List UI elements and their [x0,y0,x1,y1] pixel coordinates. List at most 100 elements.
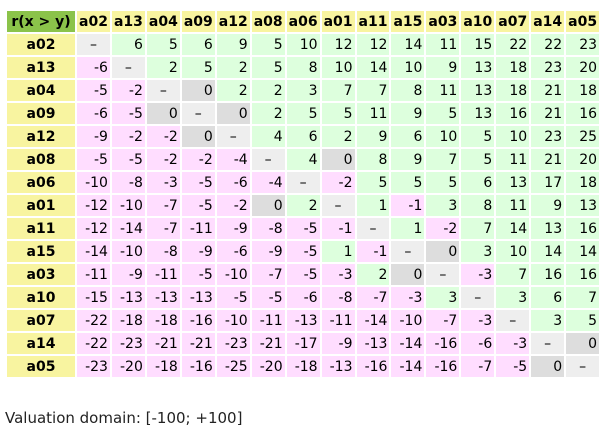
table-cell: -15 [77,287,110,308]
table-cell: -8 [146,241,180,262]
table-cell: -2 [111,126,145,147]
table-cell: 22 [531,34,565,55]
table-cell: -16 [181,310,215,331]
table-cell: -9 [216,218,250,239]
table-cell: 20 [566,57,600,78]
table-cell: 9 [391,103,425,124]
table-cell: -9 [77,126,110,147]
table-cell: -7 [426,310,460,331]
column-header: a11 [356,11,390,32]
table-cell: -7 [356,287,390,308]
table-cell: -18 [111,310,145,331]
table-cell: -18 [146,310,180,331]
table-cell: 14 [356,57,390,78]
table-cell: -3 [461,264,495,285]
row-header: a13 [7,57,75,78]
table-cell: 2 [356,264,390,285]
table-cell: -21 [181,333,215,354]
table-cell: 3 [531,310,565,331]
table-cell: 5 [426,103,460,124]
table-cell: – [356,218,390,239]
relation-table: r(x > y) a02 a13 a04 a09 a12 a08 a06 a01 a11 a15 a… [5,9,601,379]
table-cell: -16 [181,356,215,377]
table-cell: 9 [391,149,425,170]
table-cell: 20 [566,149,600,170]
table-cell: -23 [111,333,145,354]
table-cell: 12 [321,34,355,55]
table-cell: -16 [426,356,460,377]
table-cell: -2 [181,149,215,170]
table-cell: 7 [566,287,600,308]
table-cell: -16 [426,333,460,354]
table-cell: 5 [356,172,390,193]
table-cell: -5 [496,356,530,377]
table-cell: -14 [111,218,145,239]
table-cell: -3 [146,172,180,193]
column-header: a15 [391,11,425,32]
table-cell: 10 [496,126,530,147]
table-row: a04 -5 -2–0 2 2 3 7 7 8 11 13 18 21 18 [7,80,600,101]
table-cell: -16 [356,356,390,377]
table-cell: 6 [181,34,215,55]
table-cell: 8 [356,149,390,170]
table-cell: -7 [251,264,285,285]
table-cell: 13 [461,103,495,124]
column-header: a06 [286,11,320,32]
table-cell: -8 [111,172,145,193]
table-cell: 13 [531,218,565,239]
table-row: a10 -15 -13 -13 -13 -5 -5 -6 -8 -7 -3 3–3 6 7 [7,287,600,308]
row-header: a03 [7,264,75,285]
table-cell: 23 [531,57,565,78]
row-header: a08 [7,149,75,170]
column-header: a07 [496,11,530,32]
table-cell: -14 [391,356,425,377]
table-cell: 10 [426,126,460,147]
table-cell: -12 [77,195,110,216]
row-header: a15 [7,241,75,262]
table-cell: 9 [426,57,460,78]
table-cell: – [77,34,110,55]
table-cell: – [111,57,145,78]
table-cell: -10 [216,310,250,331]
table-cell: -2 [216,195,250,216]
table-cell: -14 [77,241,110,262]
table-cell: -13 [111,287,145,308]
table-cell: 11 [426,34,460,55]
table-cell: 18 [496,57,530,78]
table-row: a14 -22 -23 -21 -21 -23 -21 -17 -9 -13 -14 -16 -6 -3–… [7,333,600,354]
table-cell: -2 [426,218,460,239]
table-cell: 10 [321,57,355,78]
table-cell: -18 [286,356,320,377]
table-cell: – [461,287,495,308]
valuation-domain-note: Valuation domain: [-100; +100] [5,409,243,427]
table-row: a08 -5 -5 -2 -2 -4–4 0 8 9 7 5 11 21 20 [7,149,600,170]
table-cell: – [146,80,180,101]
row-header: a09 [7,103,75,124]
table-body: a02–6 5 6 9 5 10 12 12 14 11 15 22 22 23 a13 -6–2 5 2 5 8 10… [7,34,600,377]
row-header: a14 [7,333,75,354]
table-cell: -5 [216,287,250,308]
table-cell: -1 [391,195,425,216]
row-header: a10 [7,287,75,308]
table-cell: 10 [286,34,320,55]
table-cell: 0 [181,126,215,147]
table-cell: 5 [391,172,425,193]
table-cell: 7 [321,80,355,101]
table-cell: -5 [251,287,285,308]
table-cell: -5 [181,264,215,285]
table-cell: -5 [286,241,320,262]
table-cell: 5 [566,310,600,331]
table-cell: -6 [77,57,110,78]
table-row: a06 -10 -8 -3 -5 -6 -4– -2 5 5 5 6 13 17 18 [7,172,600,193]
table-cell: 5 [251,57,285,78]
table-cell: 5 [146,34,180,55]
table-cell: -3 [461,310,495,331]
table-cell: -13 [321,356,355,377]
table-cell: – [531,333,565,354]
table-cell: 14 [391,34,425,55]
table-cell: -11 [146,264,180,285]
table-cell: -9 [321,333,355,354]
column-header: a05 [566,11,600,32]
table-cell: 6 [286,126,320,147]
table-cell: -18 [146,356,180,377]
